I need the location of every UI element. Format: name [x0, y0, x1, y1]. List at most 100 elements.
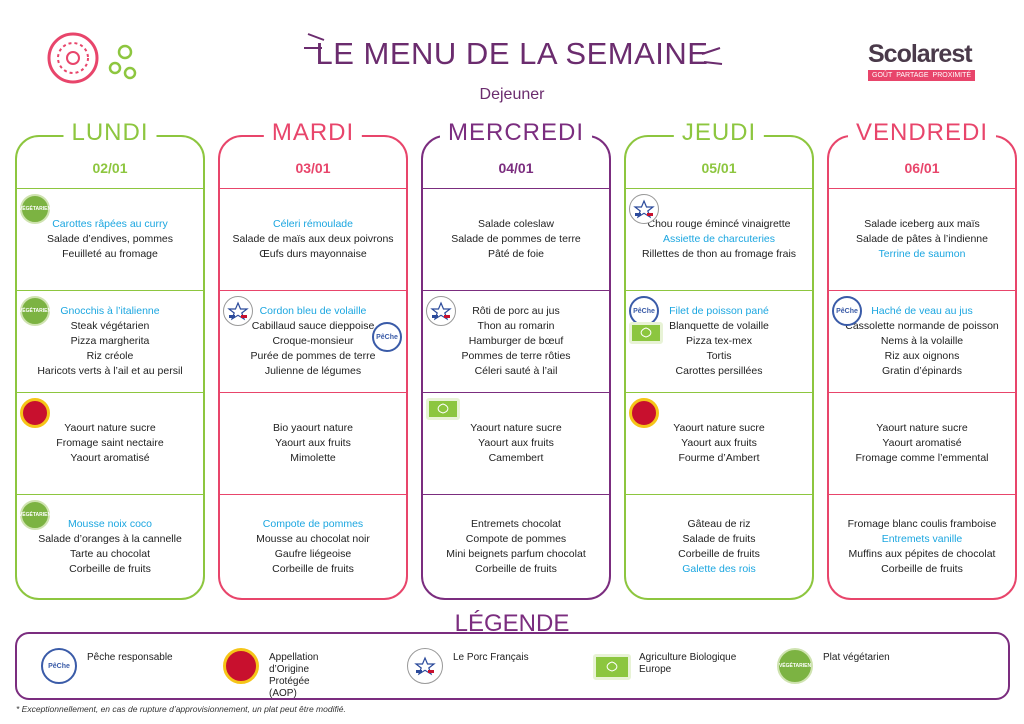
- separator: [218, 494, 408, 495]
- menu-section: Céleri rémoulade Salade de maïs aux deux …: [218, 188, 408, 290]
- menu-item: Céleri sauté à l’ail: [474, 364, 558, 377]
- decoration: [304, 33, 723, 65]
- menu-item: Haché de veau au jus: [871, 304, 973, 317]
- menu-item: Feuilleté au fromage: [62, 247, 158, 260]
- menu-item: Hamburger de bœuf: [468, 334, 564, 347]
- menu-item: Steak végétarien: [70, 319, 150, 332]
- menu-item: Rôti de porc au jus: [472, 304, 560, 317]
- separator: [421, 290, 611, 291]
- menu-item: Gâteau de riz: [687, 518, 751, 530]
- menu-section: Yaourt nature sucre Yaourt aux fruits Came…: [421, 392, 611, 494]
- menu-item: Entremets vanille: [881, 533, 963, 545]
- menu-item: Corbeille de fruits: [475, 563, 557, 575]
- footnote: * Exceptionnellement, en cas de rupture …: [16, 704, 346, 714]
- menu-item: Pizza margherita: [70, 334, 150, 347]
- menu-item: Rillettes de thon au fromage frais: [641, 247, 797, 260]
- menu-item: Chou rouge émincé vinaigrette: [647, 217, 791, 230]
- menu-section: Rôti de porc au jus Thon au romarin Hambur…: [421, 290, 611, 392]
- separator: [15, 494, 205, 495]
- menu-item: Tarte au chocolat: [70, 548, 150, 560]
- menu-item: Mousse au chocolat noir: [256, 533, 370, 545]
- menu-item: Yaourt aux fruits: [681, 436, 757, 449]
- badge-bio: [426, 398, 460, 420]
- menu-item: Salade d’oranges à la cannelle: [38, 533, 182, 545]
- badge-porc: [426, 296, 456, 326]
- logo: Scolarest: [868, 40, 973, 68]
- separator: [421, 188, 611, 189]
- tagline-word: PROXIMITÉ: [932, 72, 972, 79]
- badge-peche: PêChe: [629, 296, 659, 326]
- menu-item: Yaourt aromatisé: [882, 436, 962, 449]
- separator: [827, 188, 1017, 189]
- separator: [15, 392, 205, 393]
- menu-section: Salade coleslaw Salade de pommes de terre…: [421, 188, 611, 290]
- menu-item: Pâté de foie: [487, 247, 545, 260]
- menu-item: Yaourt nature sucre: [64, 421, 156, 434]
- separator: [218, 290, 408, 291]
- day-name: MARDI: [263, 119, 363, 147]
- separator: [218, 188, 408, 189]
- menu-item: Riz aux oignons: [884, 349, 960, 362]
- menu-item: Yaourt nature sucre: [673, 421, 765, 434]
- badge-aop: [629, 398, 659, 428]
- badge-peche: PêChe: [372, 322, 402, 352]
- menu-item: Cordon bleu de volaille: [259, 304, 367, 317]
- menu-item: Yaourt aux fruits: [275, 436, 351, 449]
- title: LE MENU DE LA SEMAINE: [315, 36, 709, 71]
- menu-item: Mimolette: [290, 451, 336, 464]
- menu-item: Corbeille de fruits: [678, 548, 760, 560]
- porc-icon: [414, 656, 436, 676]
- menu-item: Cabillaud sauce dieppoise: [251, 319, 375, 332]
- menu-item: Fourme d’Ambert: [678, 451, 760, 464]
- separator: [421, 392, 611, 393]
- day-name: JEUDI: [673, 119, 765, 147]
- day-name: LUNDI: [63, 119, 157, 147]
- day-date: 02/01: [92, 160, 128, 176]
- menu-item: Bio yaourt nature: [273, 421, 353, 434]
- badge-peche: PêChe: [41, 648, 77, 684]
- tagline-word: GOÛT: [872, 72, 893, 79]
- menu-item: Yaourt aromatisé: [70, 451, 150, 464]
- separator: [218, 392, 408, 393]
- menu-item: Entremets chocolat: [471, 518, 561, 530]
- logo-tagline: GOÛT PARTAGE PROXIMITÉ: [868, 70, 976, 81]
- badge-porc: [629, 194, 659, 224]
- bio-icon: [437, 403, 449, 414]
- menu-item: Cassolette normande de poisson: [845, 319, 999, 332]
- badge-vegetarien: VÉGÉTARIEN: [19, 296, 51, 326]
- day-name: MERCREDI: [439, 119, 593, 147]
- menu-item: Œufs durs mayonnaise: [259, 247, 367, 260]
- menu-section: Haché de veau au jus Cassolette normande …: [827, 290, 1017, 392]
- porc-icon: [633, 199, 655, 219]
- badge-vegetarien: VÉGÉTARIEN: [19, 500, 51, 530]
- menu-item: Fromage saint nectaire: [56, 436, 164, 449]
- menu-section: Entremets chocolat Compote de pommes Mini …: [421, 494, 611, 600]
- badge-bio: [629, 322, 663, 344]
- day-date: 04/01: [498, 160, 534, 176]
- menu-item: Mousse noix coco: [67, 518, 153, 530]
- menu-item: Yaourt nature sucre: [876, 421, 968, 434]
- badge-peche: PêChe: [832, 296, 862, 326]
- menu-item: Carottes persillées: [675, 364, 763, 377]
- menu-item: Fromage blanc coulis framboise: [847, 518, 997, 530]
- menu-item: Corbeille de fruits: [881, 563, 963, 575]
- menu-section: Bio yaourt nature Yaourt aux fruits Mimole…: [218, 392, 408, 494]
- badge-aop: [20, 398, 50, 428]
- subtitle: Dejeuner: [479, 86, 545, 103]
- menu-section: Gnocchis à l’italienne Steak végétarien Pi…: [15, 290, 205, 392]
- menu-item: Yaourt aux fruits: [478, 436, 554, 449]
- bio-icon: [640, 327, 652, 338]
- day-name: VENDREDI: [847, 119, 997, 147]
- menu-item: Salade iceberg aux maïs: [864, 217, 980, 230]
- menu-item: Galette des rois: [682, 563, 756, 575]
- menu-item: Thon au romarin: [477, 319, 555, 332]
- menu-item: Filet de poisson pané: [669, 304, 769, 317]
- menu-item: Carottes râpées au curry: [52, 217, 168, 230]
- separator: [15, 290, 205, 291]
- separator: [827, 494, 1017, 495]
- menu-section: Salade iceberg aux maïs Salade de pâtes à…: [827, 188, 1017, 290]
- separator: [624, 290, 814, 291]
- day-date: 03/01: [295, 160, 331, 176]
- legend-label: Le Porc Français: [453, 652, 529, 663]
